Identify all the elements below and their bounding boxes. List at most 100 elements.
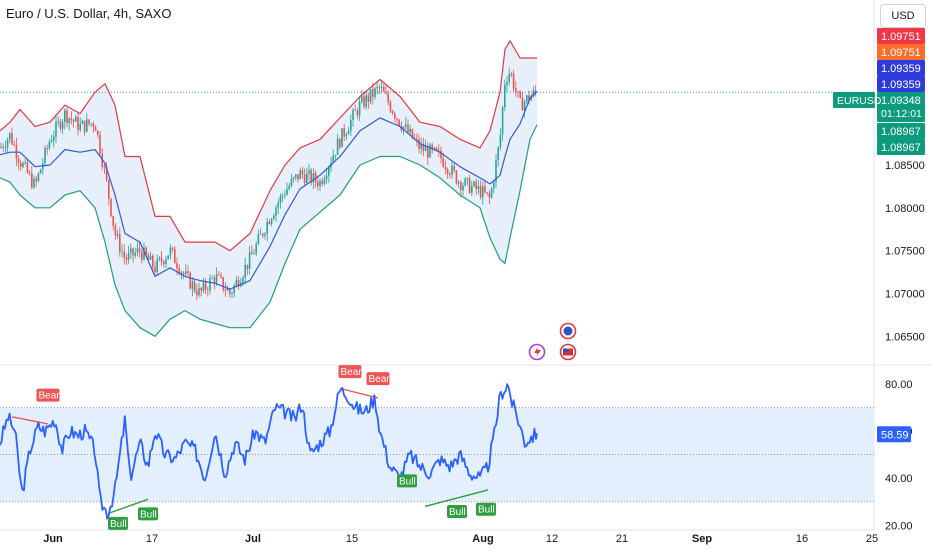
candle-body <box>178 268 180 274</box>
candle-body <box>114 225 117 236</box>
candle-body <box>191 281 194 289</box>
candle-body <box>416 138 418 140</box>
candle-body <box>259 233 262 235</box>
candle-body <box>431 144 433 149</box>
candle-body <box>442 158 444 167</box>
candle-body <box>466 178 469 179</box>
price-label-text: 1.09348 <box>881 95 921 107</box>
price-label-bg <box>877 60 925 76</box>
candle-body <box>112 215 114 226</box>
candle-body <box>22 163 24 167</box>
candle-body <box>81 120 84 124</box>
candle-body <box>266 221 268 234</box>
countdown-text: 01:12:01 <box>881 108 922 120</box>
candle-body <box>314 173 317 182</box>
candle-body <box>229 288 231 294</box>
price-label-text: 1.08967 <box>881 142 921 154</box>
candle-body <box>165 259 167 265</box>
candle-body <box>299 170 301 180</box>
candle-body <box>270 219 273 225</box>
candle-body <box>121 251 123 253</box>
bear-annotation: Bear <box>366 372 390 386</box>
symbol-tag: EURUSD <box>833 92 882 108</box>
time-axis-label: 25 <box>866 533 878 545</box>
candle-body <box>281 195 284 197</box>
candle-body <box>90 123 92 125</box>
candle-body <box>169 247 172 256</box>
candle-body <box>198 287 200 296</box>
candle-body <box>231 293 233 294</box>
candle-body <box>224 289 227 291</box>
time-axis-label: Jun <box>43 533 63 545</box>
candle-body <box>286 189 288 195</box>
time-axis-label: 16 <box>796 533 808 545</box>
candle-body <box>44 148 46 164</box>
annotation-bg <box>447 505 467 519</box>
candle-body <box>396 118 398 120</box>
candle-body <box>290 179 293 186</box>
candle-body <box>361 96 363 102</box>
annotation-bg <box>138 507 158 521</box>
candle-body <box>323 179 326 184</box>
candle-body <box>517 91 519 92</box>
candle-body <box>482 186 484 198</box>
candle-body <box>455 170 458 184</box>
candle-body <box>325 175 328 180</box>
candle-body <box>108 179 110 199</box>
candle-body <box>303 174 306 184</box>
candle-body <box>306 173 308 184</box>
candle-body <box>180 272 183 274</box>
candle-body <box>391 111 394 114</box>
rsi-value-label: 58.59 <box>877 426 911 443</box>
candle-body <box>504 84 506 108</box>
candle-body <box>70 118 73 120</box>
candle-body <box>248 252 251 269</box>
candle-body <box>233 285 235 294</box>
price-label-bg <box>877 44 925 60</box>
currency-button[interactable]: USD <box>880 4 926 28</box>
annotation-text: Bear <box>341 367 363 378</box>
candle-body <box>134 252 136 256</box>
candle-body <box>171 247 174 249</box>
candle-body <box>407 124 409 133</box>
candle-body <box>156 258 158 272</box>
time-axis-label: Jul <box>245 533 261 545</box>
candle-body <box>75 116 77 122</box>
candle-body <box>376 87 378 89</box>
candle-body <box>185 271 187 275</box>
candle-body <box>530 95 532 101</box>
bollinger-upper-line <box>0 40 537 252</box>
candle-body <box>116 233 119 236</box>
time-axis-label: 12 <box>546 533 558 545</box>
candle-body <box>378 87 381 89</box>
candle-body <box>510 73 513 75</box>
candle-body <box>528 95 530 101</box>
annotation-bg <box>366 372 390 386</box>
annotation-bg <box>338 365 362 379</box>
symbol-tag-text: EURUSD <box>837 95 882 107</box>
candle-body <box>61 122 64 129</box>
price-label-text: 1.08967 <box>881 126 921 138</box>
candle-body <box>288 185 290 190</box>
candle-body <box>523 101 526 111</box>
candle-body <box>35 178 37 182</box>
candle-body <box>125 257 128 260</box>
annotation-text: Bull <box>478 505 495 516</box>
time-axis-label: Aug <box>472 533 493 545</box>
candle-body <box>446 169 449 174</box>
candle-body <box>72 119 75 122</box>
bear-annotation: Bear <box>338 365 363 379</box>
candle-body <box>92 123 95 127</box>
candle-body <box>457 181 460 184</box>
rsi-value-label-text: 58.59 <box>881 429 909 441</box>
candle-body <box>59 121 62 129</box>
candle-body <box>336 138 339 155</box>
candle-body <box>440 150 442 159</box>
candle-body <box>141 251 143 260</box>
candle-body <box>105 166 108 180</box>
candle-body <box>68 118 70 123</box>
candle-body <box>508 73 510 83</box>
candle-body <box>0 146 2 148</box>
price-label-text: 1.09751 <box>881 47 921 59</box>
